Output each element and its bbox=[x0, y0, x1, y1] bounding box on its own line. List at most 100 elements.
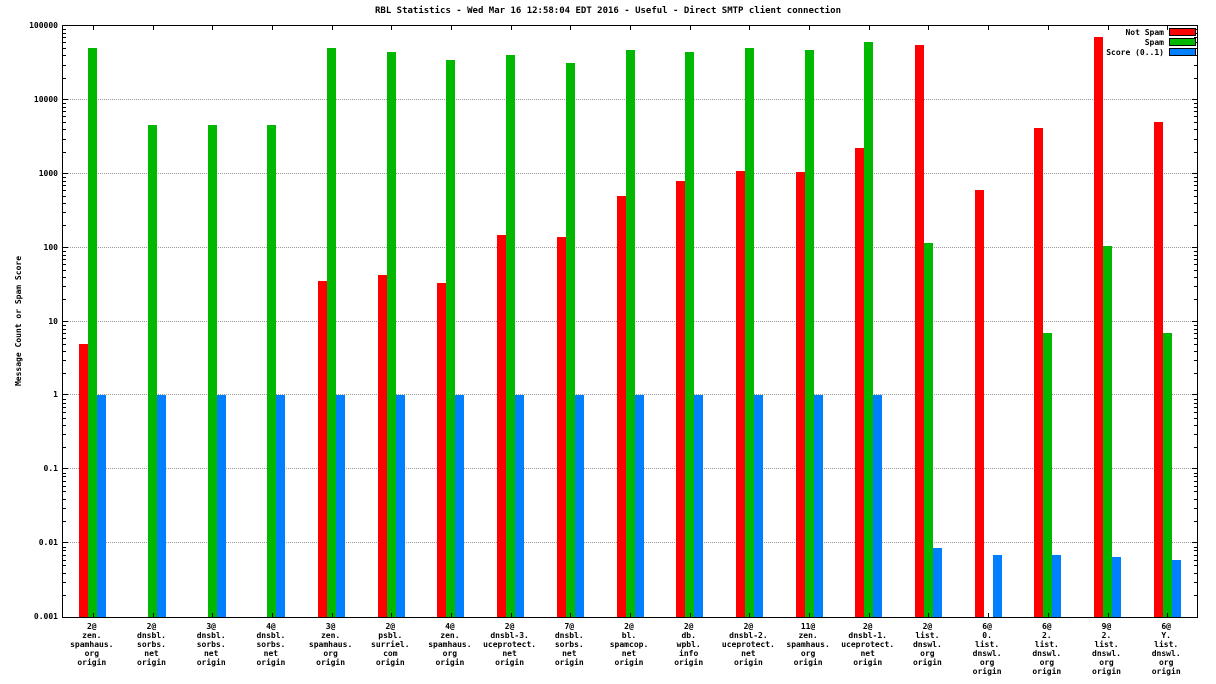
y-minor-tick bbox=[1194, 351, 1197, 352]
y-minor-tick bbox=[1194, 481, 1197, 482]
x-tick-label: 6@ 2. list. dnswl. org origin bbox=[1032, 622, 1062, 676]
x-tick bbox=[271, 613, 273, 617]
y-minor-tick bbox=[1194, 476, 1197, 477]
x-tick bbox=[689, 613, 691, 617]
x-tick bbox=[928, 613, 930, 617]
y-minor-tick bbox=[63, 277, 66, 278]
y-major-tick bbox=[1192, 173, 1197, 174]
y-minor-tick bbox=[63, 325, 66, 326]
y-minor-tick bbox=[1194, 139, 1197, 140]
y-minor-tick bbox=[1194, 255, 1197, 256]
y-minor-tick bbox=[63, 181, 66, 182]
bar-score-0-1-6 bbox=[395, 395, 405, 617]
y-minor-tick bbox=[1194, 111, 1197, 112]
y-major-tick bbox=[63, 99, 68, 100]
y-minor-tick bbox=[1194, 333, 1197, 334]
y-minor-tick bbox=[1194, 555, 1197, 556]
x-tick bbox=[331, 613, 333, 617]
y-minor-tick bbox=[1194, 508, 1197, 509]
y-minor-tick bbox=[63, 399, 66, 400]
y-minor-tick bbox=[1194, 325, 1197, 326]
y-minor-tick bbox=[63, 103, 66, 104]
y-minor-tick bbox=[1194, 37, 1197, 38]
y-minor-tick bbox=[63, 48, 66, 49]
x-tick bbox=[630, 613, 631, 617]
y-minor-tick bbox=[63, 473, 66, 474]
y-minor-tick bbox=[1194, 270, 1197, 271]
x-tick-label: 2@ dnsbl-3. uceprotect. net origin bbox=[483, 622, 537, 667]
x-tick bbox=[1107, 26, 1109, 30]
x-tick bbox=[450, 26, 452, 30]
bar-not-spam-12 bbox=[735, 171, 745, 617]
x-tick bbox=[1167, 26, 1169, 30]
bar-spam-4 bbox=[267, 125, 277, 617]
y-minor-tick bbox=[63, 42, 66, 43]
y-minor-tick bbox=[63, 499, 66, 500]
y-minor-tick bbox=[1194, 185, 1197, 186]
y-minor-tick bbox=[63, 403, 66, 404]
bar-score-0-1-2 bbox=[157, 395, 166, 617]
x-tick-label: 11@ zen. spamhaus. org origin bbox=[786, 622, 830, 667]
y-minor-tick bbox=[63, 264, 66, 265]
y-minor-tick bbox=[63, 418, 66, 419]
bar-spam-7 bbox=[446, 60, 456, 617]
y-minor-tick bbox=[63, 270, 66, 271]
x-tick bbox=[450, 613, 452, 617]
y-major-tick bbox=[1192, 247, 1197, 248]
y-minor-tick bbox=[1194, 277, 1197, 278]
y-tick-label: 1000 bbox=[38, 169, 58, 178]
y-minor-tick bbox=[63, 491, 66, 492]
x-tick bbox=[1167, 613, 1169, 617]
y-minor-tick bbox=[1194, 573, 1197, 574]
bar-spam-8 bbox=[506, 55, 516, 617]
y-minor-tick bbox=[63, 373, 66, 374]
bar-score-0-1-13 bbox=[813, 395, 823, 617]
bar-spam-14 bbox=[864, 42, 874, 617]
x-tick bbox=[331, 26, 333, 30]
y-minor-tick bbox=[1194, 190, 1197, 191]
y-minor-tick bbox=[63, 360, 66, 361]
y-minor-tick bbox=[1194, 499, 1197, 500]
bar-score-0-1-19 bbox=[1171, 560, 1181, 617]
y-minor-tick bbox=[1194, 412, 1197, 413]
y-minor-tick bbox=[63, 129, 66, 130]
x-tick-label: 9@ 2. list. dnswl. org origin bbox=[1092, 622, 1121, 676]
legend-item-score-0-1: Score (0..1) bbox=[1106, 47, 1196, 57]
x-tick bbox=[92, 613, 94, 617]
y-minor-tick bbox=[63, 573, 66, 574]
y-major-tick bbox=[63, 468, 68, 469]
bar-spam-19 bbox=[1162, 333, 1172, 617]
y-minor-tick bbox=[63, 329, 66, 330]
y-minor-tick bbox=[1194, 338, 1197, 339]
y-minor-tick bbox=[63, 152, 66, 153]
bar-spam-17 bbox=[1043, 333, 1053, 617]
x-tick-label: 4@ dnsbl. sorbs. net origin bbox=[256, 622, 286, 667]
y-minor-tick bbox=[63, 177, 66, 178]
y-minor-tick bbox=[1194, 582, 1197, 583]
y-minor-tick bbox=[1194, 122, 1197, 123]
bar-spam-15 bbox=[923, 243, 933, 617]
bar-score-0-1-3 bbox=[216, 395, 226, 617]
y-minor-tick bbox=[63, 255, 66, 256]
x-tick-label: 2@ bl. spamcop. net origin bbox=[609, 622, 649, 667]
bar-spam-18 bbox=[1103, 246, 1112, 617]
legend-label: Not Spam bbox=[1125, 27, 1164, 37]
x-tick-label: 2@ dnsbl. sorbs. net origin bbox=[137, 622, 166, 667]
x-tick-label: 3@ zen. spamhaus. org origin bbox=[308, 622, 353, 667]
legend-item-spam: Spam bbox=[1106, 37, 1196, 47]
y-minor-tick bbox=[63, 508, 66, 509]
x-tick-label: 3@ dnsbl. sorbs. net origin bbox=[196, 622, 226, 667]
x-tick bbox=[749, 26, 751, 30]
legend-swatch-spam bbox=[1169, 38, 1196, 46]
y-major-tick bbox=[63, 247, 68, 248]
y-tick-label: 10000 bbox=[33, 95, 58, 104]
x-tick bbox=[1047, 613, 1049, 617]
y-major-tick bbox=[1192, 542, 1197, 543]
y-minor-tick bbox=[63, 286, 66, 287]
bar-not-spam-5 bbox=[318, 281, 328, 617]
bar-not-spam-9 bbox=[556, 237, 566, 617]
y-minor-tick bbox=[63, 33, 66, 34]
y-major-tick bbox=[1192, 321, 1197, 322]
x-tick-label: 2@ zen. spamhaus. org origin bbox=[70, 622, 114, 667]
y-minor-tick bbox=[63, 65, 66, 66]
